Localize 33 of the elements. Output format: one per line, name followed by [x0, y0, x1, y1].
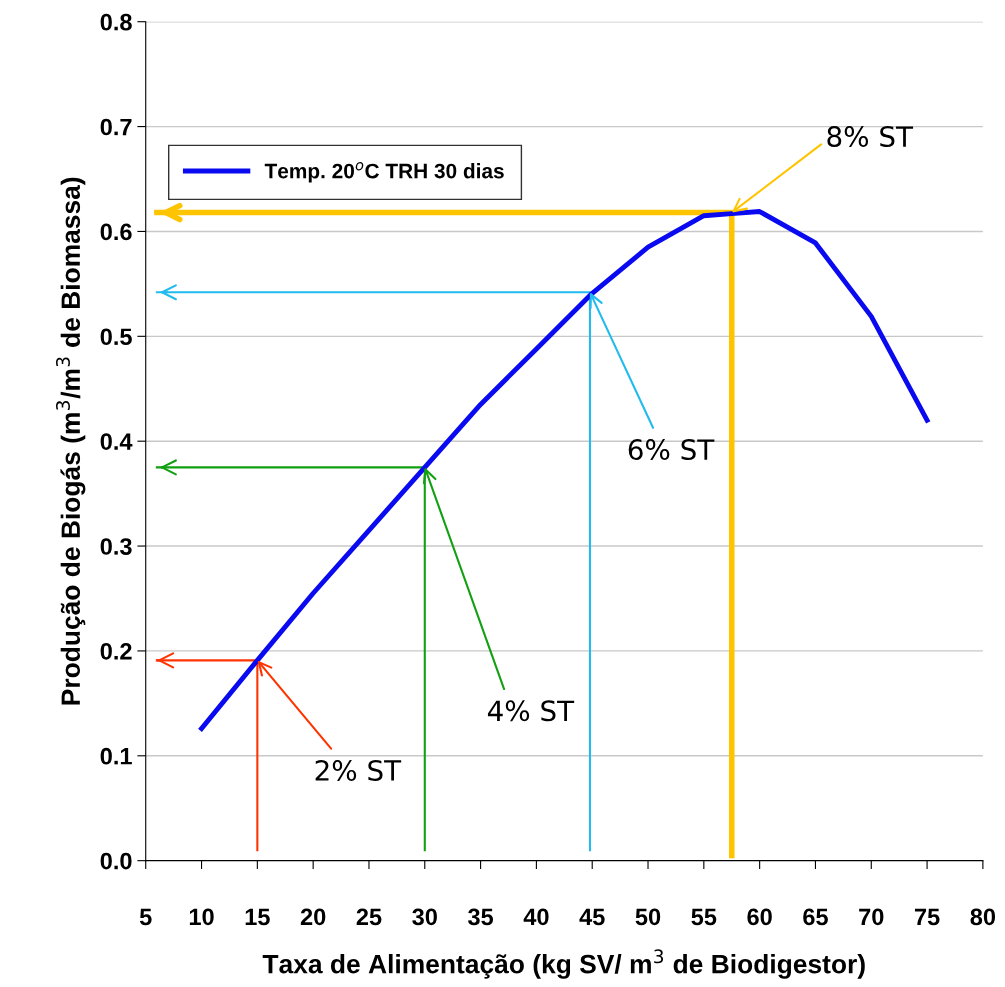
annotation: 8% ST [827, 126, 914, 148]
line-series [199, 209, 930, 731]
x-tick-label: 55 [691, 908, 717, 926]
annotation: 2% ST [315, 759, 402, 781]
x-tick-label: 45 [579, 908, 605, 926]
y-tick-label: 0.7 [100, 118, 132, 136]
y-tick-label: 0.4 [100, 433, 133, 450]
y-tick-label: 0.6 [100, 223, 132, 241]
y-tick-label: 0.8 [100, 13, 132, 31]
x-tick-label: 50 [635, 908, 661, 926]
x-tick-label: 20 [300, 908, 326, 926]
x-tick-label: 70 [859, 908, 884, 926]
x-tick-label: 30 [412, 908, 437, 926]
y-tick-label: 0.0 [100, 852, 132, 870]
legend-label: Temp. 20$^{o}$C TRH 30 dias [264, 162, 504, 183]
x-tick-label: 65 [803, 908, 828, 926]
x-tick-label: 25 [356, 908, 382, 926]
x-tick-label: 10 [189, 908, 214, 926]
y-tick-label: 0.5 [100, 328, 132, 346]
x-axis-title: Taxa de Alimentação (kg SV/ m$^{3}$ de Biodigestor) [262, 949, 865, 979]
x-tick-label: 15 [245, 908, 270, 926]
x-tick-label: 40 [523, 908, 549, 926]
y-tick-label: 0.2 [100, 642, 132, 660]
x-tick-label: 35 [468, 908, 494, 926]
y-tick-label: 0.1 [100, 747, 132, 765]
y-tick-label: 0.3 [100, 538, 132, 555]
x-tick-label: 5 [139, 908, 152, 926]
y-axis-title: Produção de Biogás (m$^{3}$/m$^{3}$ de Biomassa) [56, 177, 86, 705]
x-tick-label: 75 [914, 908, 940, 926]
x-tick-label: 80 [970, 908, 996, 926]
x-tick-label: 60 [747, 908, 772, 926]
annotation: 4% ST [487, 700, 575, 722]
annotation: 6% ST [628, 439, 715, 461]
